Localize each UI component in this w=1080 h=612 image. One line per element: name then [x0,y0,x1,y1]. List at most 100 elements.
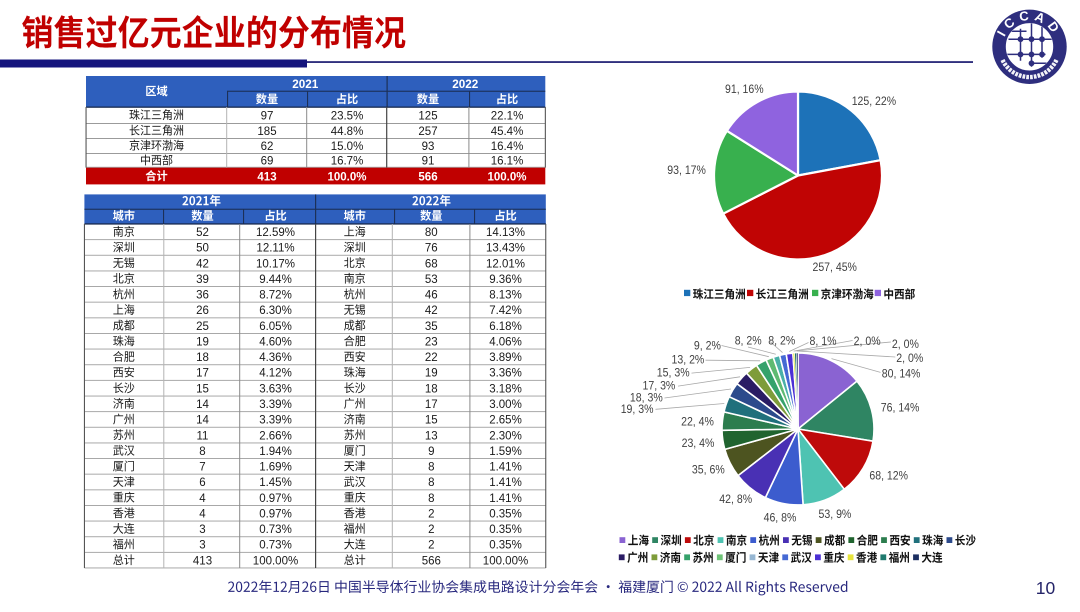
svg-text:14: 14 [196,399,209,411]
svg-text:68: 68 [425,258,438,270]
svg-text:0.97%: 0.97% [259,509,292,521]
svg-text:0.35%: 0.35% [489,524,522,536]
svg-text:125, 22%: 125, 22% [852,94,897,108]
svg-text:0.35%: 0.35% [489,540,522,552]
svg-text:257, 45%: 257, 45% [813,260,858,274]
svg-text:97: 97 [261,110,274,122]
svg-text:26: 26 [196,305,209,317]
svg-text:4: 4 [199,509,206,521]
svg-text:2.65%: 2.65% [489,415,522,427]
svg-text:80: 80 [425,227,438,239]
svg-text:185: 185 [257,126,276,138]
svg-text:46, 8%: 46, 8% [764,511,797,525]
svg-text:1.41%: 1.41% [489,462,522,474]
svg-text:3: 3 [199,524,205,536]
svg-text:52: 52 [196,227,209,239]
svg-text:12.01%: 12.01% [486,258,525,270]
svg-text:9.36%: 9.36% [489,274,522,286]
svg-text:4.06%: 4.06% [489,337,522,349]
svg-text:19: 19 [196,337,209,349]
svg-text:3.89%: 3.89% [489,352,522,364]
svg-text:76, 14%: 76, 14% [881,400,920,414]
svg-text:42, 8%: 42, 8% [719,492,752,506]
svg-text:3.00%: 3.00% [489,399,522,411]
svg-text:16.7%: 16.7% [331,156,364,168]
svg-text:7: 7 [199,462,205,474]
svg-text:8: 8 [199,446,205,458]
svg-text:68, 12%: 68, 12% [869,468,908,482]
svg-text:2, 0%: 2, 0% [896,351,923,365]
svg-text:13.43%: 13.43% [486,243,525,255]
svg-text:22: 22 [425,352,438,364]
svg-text:69: 69 [261,156,274,168]
svg-text:17: 17 [196,368,209,380]
svg-text:2022: 2022 [452,78,479,91]
svg-text:62: 62 [261,141,274,153]
svg-text:8: 8 [428,477,434,489]
svg-text:6: 6 [199,477,205,489]
svg-text:50: 50 [196,243,209,255]
svg-text:14: 14 [196,415,209,427]
svg-text:6.18%: 6.18% [489,321,522,333]
svg-text:3.39%: 3.39% [259,415,292,427]
svg-text:25: 25 [196,321,209,333]
svg-text:53, 9%: 53, 9% [819,507,852,521]
svg-text:1.41%: 1.41% [489,493,522,505]
svg-text:3.39%: 3.39% [259,399,292,411]
svg-text:8, 1%: 8, 1% [810,334,837,348]
svg-text:125: 125 [418,110,437,122]
svg-text:91, 16%: 91, 16% [725,82,764,96]
svg-text:15, 3%: 15, 3% [657,366,690,380]
svg-text:4.12%: 4.12% [259,368,292,380]
svg-text:46: 46 [425,290,438,302]
svg-text:566: 566 [418,171,437,183]
svg-text:9, 2%: 9, 2% [694,339,721,353]
svg-text:8: 8 [428,462,434,474]
svg-text:80, 14%: 80, 14% [882,366,921,380]
svg-text:10.17%: 10.17% [256,258,295,270]
svg-text:36: 36 [196,290,209,302]
svg-text:3.63%: 3.63% [259,383,292,395]
svg-text:44.8%: 44.8% [331,126,364,138]
svg-text:1.69%: 1.69% [259,462,292,474]
svg-text:39: 39 [196,274,209,286]
svg-text:93, 17%: 93, 17% [667,163,706,177]
svg-text:15: 15 [425,415,438,427]
svg-text:1.45%: 1.45% [259,477,292,489]
svg-text:2: 2 [428,509,434,521]
svg-text:45.4%: 45.4% [491,126,524,138]
svg-text:1.94%: 1.94% [259,446,292,458]
svg-text:12.11%: 12.11% [256,243,294,255]
svg-text:22.1%: 22.1% [491,110,524,122]
svg-text:93: 93 [422,141,435,153]
svg-text:8, 2%: 8, 2% [735,334,762,348]
svg-text:23.5%: 23.5% [331,110,364,122]
svg-text:100.00%: 100.00% [253,555,298,567]
svg-text:413: 413 [193,555,212,567]
svg-text:6.05%: 6.05% [259,321,292,333]
svg-text:3.36%: 3.36% [489,368,522,380]
svg-text:18: 18 [425,383,438,395]
svg-text:2: 2 [428,524,434,536]
svg-text:0.35%: 0.35% [489,509,522,521]
svg-text:8: 8 [428,493,434,505]
svg-text:13: 13 [425,430,438,442]
svg-text:23, 4%: 23, 4% [682,436,715,450]
svg-text:8.72%: 8.72% [259,290,292,302]
svg-text:8, 2%: 8, 2% [768,334,795,348]
svg-text:16.1%: 16.1% [491,156,524,168]
svg-text:2, 0%: 2, 0% [892,337,919,351]
svg-text:10: 10 [1036,578,1056,598]
svg-text:2, 0%: 2, 0% [854,334,881,348]
svg-text:8.13%: 8.13% [489,290,522,302]
svg-text:16.4%: 16.4% [491,141,524,153]
svg-text:18: 18 [196,352,209,364]
svg-text:18, 3%: 18, 3% [630,390,663,404]
svg-text:17, 3%: 17, 3% [643,379,676,393]
svg-text:76: 76 [425,243,438,255]
svg-text:11: 11 [197,430,209,442]
svg-text:4.60%: 4.60% [259,337,292,349]
svg-text:15.0%: 15.0% [331,141,364,153]
svg-text:1.59%: 1.59% [489,446,522,458]
svg-text:2021: 2021 [292,78,319,91]
